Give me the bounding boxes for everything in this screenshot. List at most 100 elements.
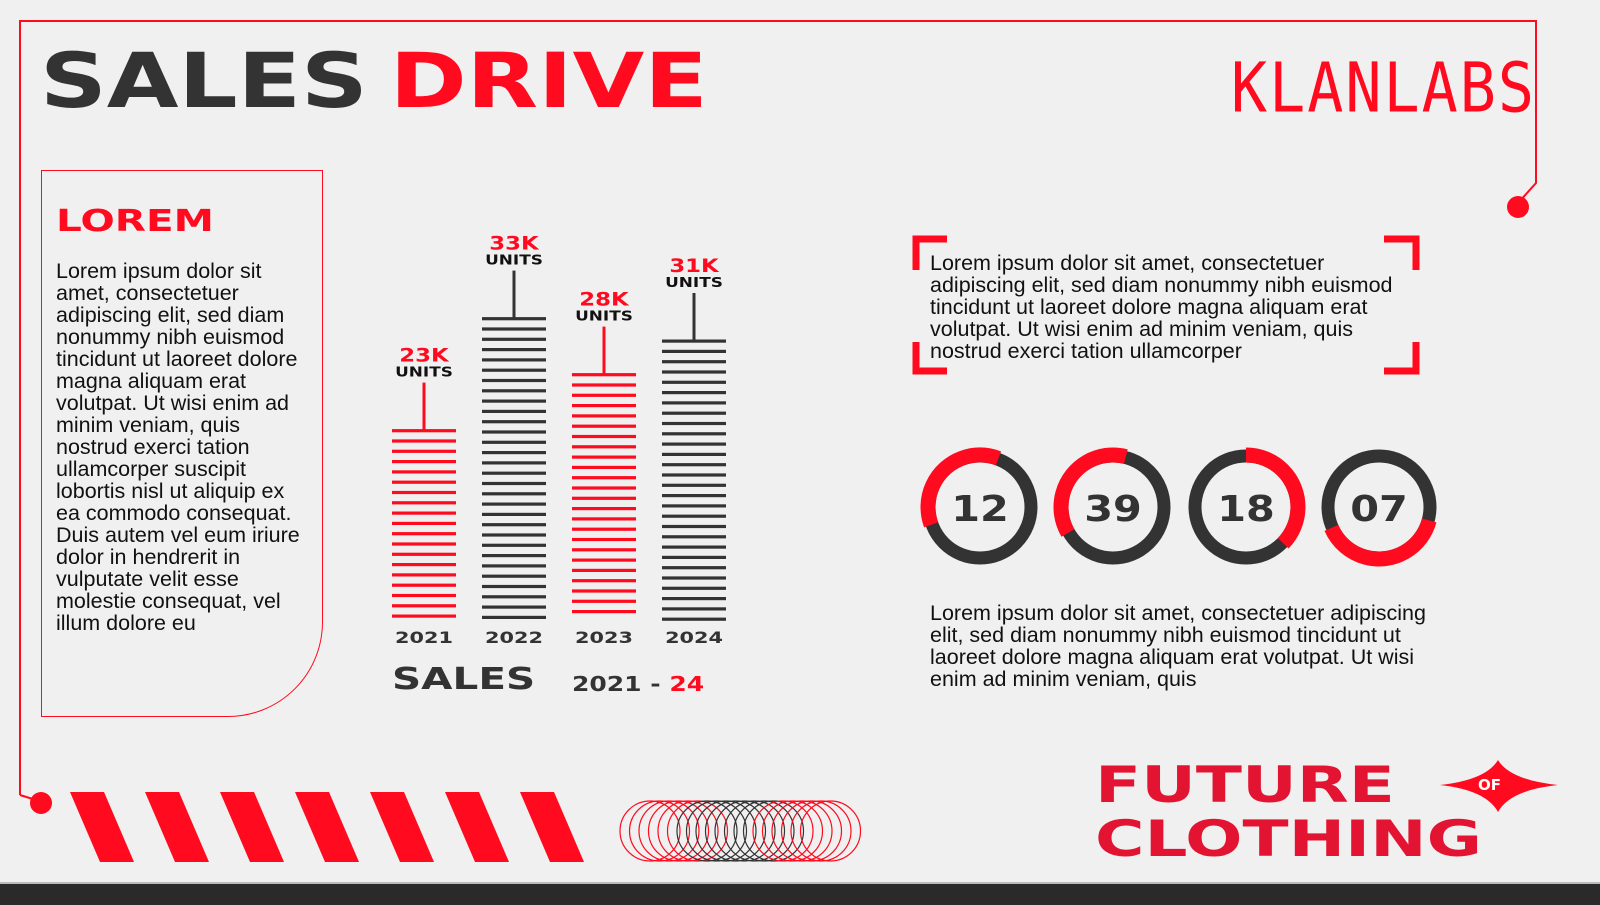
stat-donuts: 12 39 18 07 [920, 447, 1439, 567]
stripe [370, 792, 434, 862]
sales-bar-chart: 23KUNITS202133KUNITS202228KUNITS202331KU… [392, 232, 726, 647]
bar-segment [662, 401, 726, 405]
spring-ring [638, 800, 700, 862]
stripe [520, 792, 584, 862]
bar-value-label: 23K [399, 344, 449, 366]
bar-segment [662, 432, 726, 436]
bar-segment [392, 449, 456, 453]
bar-segment [392, 552, 456, 556]
bar-segment [482, 615, 546, 619]
frame-dot-top-right [1507, 196, 1529, 218]
bar-segment [662, 391, 726, 395]
bar-segment [662, 452, 726, 456]
bar-segment [572, 517, 636, 521]
chart-title: SALES [392, 662, 536, 697]
bar-segment [662, 494, 726, 498]
donut-value: 18 [1217, 489, 1275, 531]
x-tick-label: 2021 [395, 629, 453, 647]
bar-segment [482, 451, 546, 455]
bar-segment [662, 504, 726, 508]
bar-segment [392, 511, 456, 515]
bar-segment [662, 411, 726, 415]
lorem-heading: LOREM [56, 204, 214, 239]
spring-ring [676, 800, 738, 862]
future-of-clothing-logo: FUTURE CLOTHING [1095, 758, 1482, 866]
bar-segment [482, 554, 546, 558]
donut-value: 39 [1084, 489, 1142, 531]
spring-ring [780, 800, 843, 862]
bar-segment [482, 492, 546, 496]
star-badge-icon [1440, 760, 1558, 812]
spring-ring [666, 800, 729, 862]
bar-segment [662, 555, 726, 559]
donut-fill [1319, 447, 1439, 567]
bar-segment [572, 445, 636, 449]
bar-value-label: 31K [669, 255, 719, 277]
bar-segment [392, 429, 456, 433]
donut-fill [1053, 447, 1173, 567]
bar-segment [662, 566, 726, 570]
bar-segment [662, 597, 726, 601]
bar-segment [482, 409, 546, 413]
bar-segment [392, 593, 456, 598]
bar-segment [392, 490, 456, 495]
bar-segment [572, 414, 636, 418]
bar-segment [482, 595, 546, 599]
title-drive: DRIVE [389, 36, 708, 125]
spring-ring [628, 800, 691, 862]
bar-segment [482, 471, 546, 475]
logo-line-clothing: CLOTHING [1095, 810, 1483, 868]
spring-ring [790, 800, 852, 862]
stripe [445, 792, 509, 862]
bar-segment [662, 483, 726, 487]
bar-segment [482, 358, 546, 362]
bar-unit-label: UNITS [665, 275, 723, 291]
spring-ring [704, 800, 767, 862]
bar-segment [572, 486, 636, 490]
bar-segment [392, 542, 456, 546]
bar-segment [392, 563, 456, 567]
bar-value-label: 33K [489, 232, 539, 254]
bar-segment [482, 523, 546, 527]
lorem-body-text: Lorem ipsum dolor sit amet, consectetuer… [56, 259, 300, 635]
bar-segment [482, 574, 546, 578]
bar-segment [572, 476, 636, 480]
stripe [220, 792, 284, 862]
x-tick-label: 2024 [665, 629, 723, 647]
bar-segment [662, 473, 726, 477]
quote-text: Lorem ipsum dolor sit amet, consectetuer… [930, 251, 1393, 363]
bar-segment [482, 399, 546, 403]
bar-segment [572, 589, 636, 593]
bar-segment [482, 512, 546, 516]
bar-segment [572, 568, 636, 572]
bar-segment [392, 573, 456, 577]
bar-segment [482, 430, 546, 434]
bar-segment [482, 543, 546, 547]
bar-segment [482, 420, 546, 424]
klanlabs-logo: KLANLABS [1231, 48, 1536, 129]
bar-segment [482, 348, 546, 352]
bar-segment [482, 368, 546, 372]
bar-segment [392, 604, 456, 608]
donut-value: 07 [1350, 489, 1408, 531]
spring-ring [619, 800, 681, 862]
frame-dot-bottom-left [30, 792, 52, 814]
bar-segment [392, 501, 456, 505]
donut-fill [920, 447, 1040, 567]
bar-segment [482, 317, 546, 321]
bar-segment [482, 533, 546, 537]
spring-ring [657, 800, 719, 862]
bar-segment [572, 424, 636, 428]
bar-segment [572, 496, 636, 500]
bar-value-label: 28K [579, 288, 629, 310]
bar-segment [662, 586, 726, 590]
bar-segment [482, 481, 546, 486]
bar-segment [662, 349, 726, 353]
x-tick-label: 2023 [575, 629, 633, 647]
decorative-stripes [70, 792, 584, 862]
bar-segment [482, 461, 546, 465]
spring-ring [714, 800, 776, 862]
decorative-spring-rings [619, 800, 862, 862]
spring-ring [647, 800, 710, 862]
bar-segment [662, 576, 726, 580]
